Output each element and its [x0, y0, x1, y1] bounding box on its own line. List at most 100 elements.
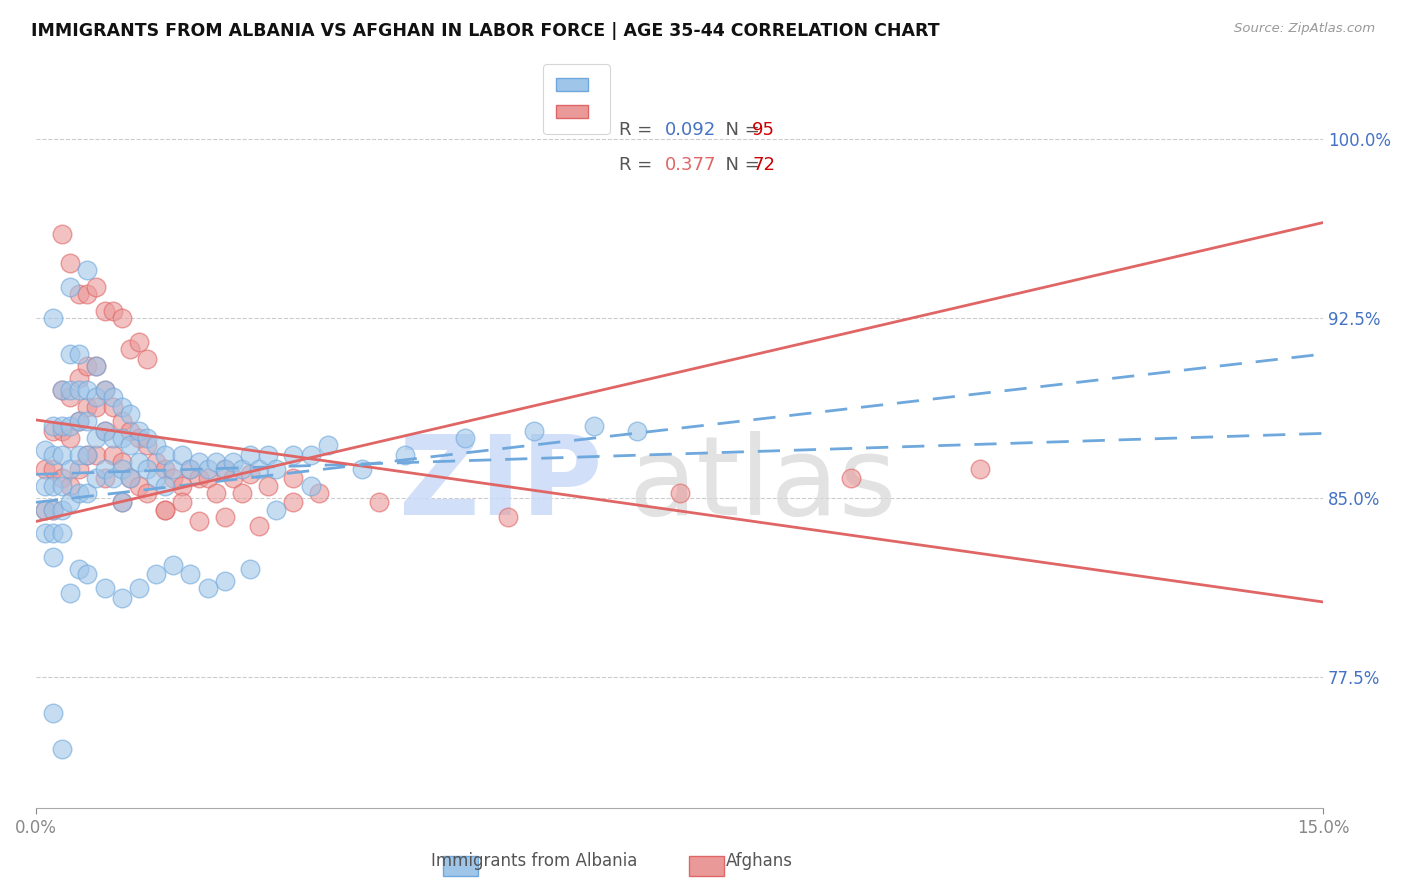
Point: [67, 462, 90, 476]
Point: [120, 438, 142, 452]
Point: [101, 390, 124, 404]
Point: [93, 304, 115, 318]
Point: [839, 471, 862, 485]
Point: [59, 495, 82, 509]
Point: [231, 485, 253, 500]
Point: [368, 495, 391, 509]
Point: [111, 495, 134, 509]
Point: [67, 287, 90, 301]
Point: [101, 431, 124, 445]
Point: [153, 478, 176, 492]
Point: [111, 431, 134, 445]
Point: [256, 478, 278, 492]
Point: [42, 526, 65, 541]
Point: [496, 509, 519, 524]
Point: [120, 471, 142, 485]
Point: [84, 400, 107, 414]
Point: [128, 478, 150, 492]
Point: [111, 400, 134, 414]
Point: [111, 495, 134, 509]
Point: [67, 383, 90, 397]
Point: [34, 442, 56, 457]
Point: [51, 227, 73, 242]
Point: [67, 371, 90, 385]
Point: [205, 455, 228, 469]
Point: [153, 502, 176, 516]
Point: [76, 383, 98, 397]
Point: [59, 418, 82, 433]
Point: [51, 741, 73, 756]
Point: [153, 502, 176, 516]
Point: [308, 485, 330, 500]
Text: N =: N =: [714, 156, 766, 174]
Point: [222, 455, 245, 469]
Point: [84, 448, 107, 462]
Point: [76, 414, 98, 428]
Point: [84, 390, 107, 404]
Point: [136, 431, 159, 445]
Point: [299, 478, 322, 492]
Point: [51, 526, 73, 541]
Point: [145, 438, 167, 452]
Point: [214, 462, 236, 476]
Point: [283, 448, 305, 462]
Point: [394, 448, 416, 462]
Point: [668, 485, 690, 500]
Point: [59, 462, 82, 476]
Point: [145, 455, 167, 469]
Point: [84, 359, 107, 373]
Point: [247, 462, 270, 476]
Point: [136, 485, 159, 500]
Point: [93, 582, 115, 596]
Point: [42, 478, 65, 492]
Point: [162, 471, 184, 485]
Text: N =: N =: [714, 121, 766, 139]
Point: [67, 485, 90, 500]
Point: [84, 471, 107, 485]
Point: [59, 256, 82, 270]
Point: [34, 478, 56, 492]
Point: [145, 567, 167, 582]
Point: [76, 359, 98, 373]
Point: [188, 515, 211, 529]
Point: [59, 383, 82, 397]
Text: R =: R =: [619, 156, 658, 174]
Point: [239, 467, 262, 481]
Point: [76, 485, 98, 500]
Point: [239, 562, 262, 576]
Point: [170, 448, 193, 462]
Point: [247, 519, 270, 533]
Text: 72: 72: [752, 156, 775, 174]
Point: [128, 431, 150, 445]
Point: [34, 462, 56, 476]
Point: [153, 462, 176, 476]
Point: [523, 424, 546, 438]
Point: [170, 495, 193, 509]
Text: atlas: atlas: [628, 431, 897, 538]
Point: [188, 471, 211, 485]
Point: [101, 471, 124, 485]
Text: 95: 95: [752, 121, 775, 139]
Point: [76, 448, 98, 462]
Point: [34, 502, 56, 516]
Point: [67, 414, 90, 428]
Point: [51, 448, 73, 462]
Point: [231, 462, 253, 476]
Point: [93, 424, 115, 438]
Point: [42, 502, 65, 516]
Point: [67, 562, 90, 576]
Point: [76, 400, 98, 414]
Point: [51, 502, 73, 516]
Point: [84, 431, 107, 445]
Point: [101, 304, 124, 318]
Point: [67, 414, 90, 428]
Point: [205, 485, 228, 500]
Point: [283, 471, 305, 485]
Point: [256, 448, 278, 462]
Point: [128, 582, 150, 596]
Point: [101, 448, 124, 462]
Point: [162, 462, 184, 476]
Text: R =: R =: [619, 121, 658, 139]
Point: [222, 471, 245, 485]
Text: Immigrants from Albania: Immigrants from Albania: [432, 852, 637, 870]
